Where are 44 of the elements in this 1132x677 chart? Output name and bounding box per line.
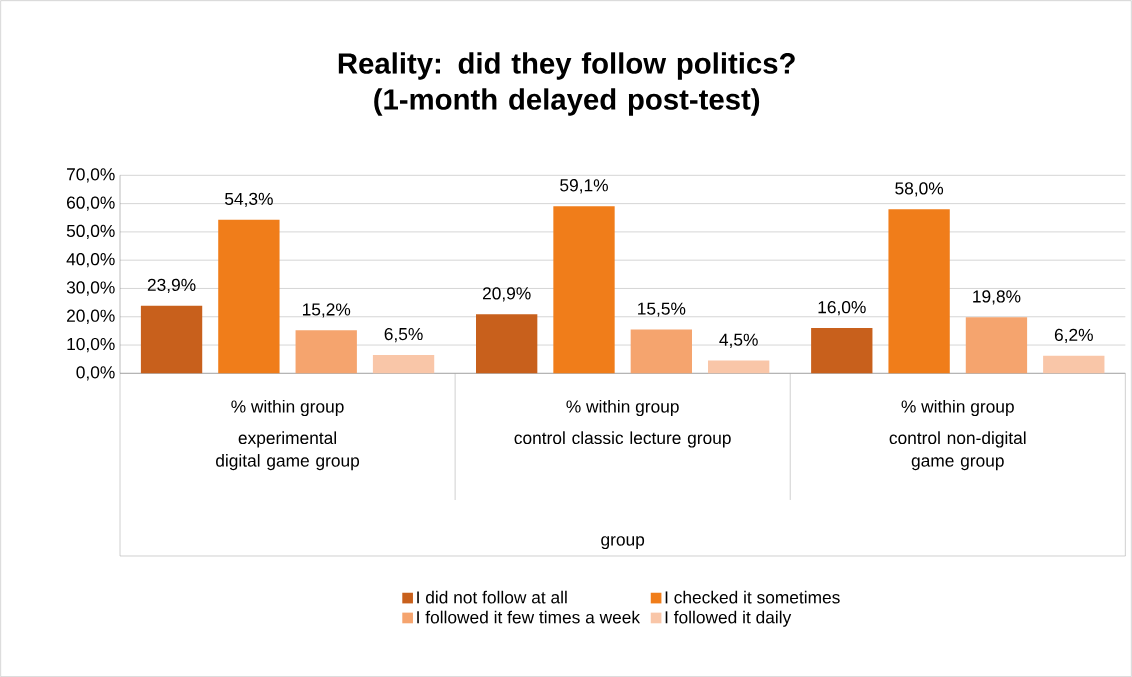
y-tick-label: 60,0% bbox=[67, 196, 115, 211]
y-tick-label: 50,0% bbox=[66, 224, 115, 239]
legend-label: I checked it sometimes bbox=[665, 590, 840, 604]
bar bbox=[965, 317, 1028, 374]
data-label: 19,8% bbox=[973, 290, 1021, 305]
legend-label: I followed it few times a week bbox=[417, 610, 641, 624]
bar bbox=[476, 314, 538, 374]
text: % within group bbox=[901, 399, 1014, 416]
bar bbox=[811, 327, 873, 374]
y-tick-label: 30,0% bbox=[66, 281, 115, 296]
legend-label: I followed it daily bbox=[665, 610, 792, 627]
y-tick-label: 10,0% bbox=[67, 337, 115, 353]
y-tick-label: 70,0% bbox=[67, 168, 115, 183]
x-tick-label: experimental digital game group bbox=[216, 431, 360, 471]
data-label: 23,9% bbox=[147, 278, 196, 293]
text: group bbox=[601, 536, 645, 549]
chart-title: Reality: did they follow politics? (1-month delayed post-test) bbox=[338, 52, 795, 116]
y-tick-label: 40,0% bbox=[66, 252, 115, 268]
bar bbox=[295, 330, 357, 374]
x-tick-label: control non-digital game group bbox=[889, 431, 1026, 471]
text: % within group bbox=[566, 399, 679, 416]
data-label: 59,1% bbox=[560, 178, 608, 194]
legend-label: I did not follow at all bbox=[417, 590, 567, 604]
data-label: 20,9% bbox=[482, 287, 531, 302]
y-tick-label: 20,0% bbox=[67, 309, 115, 324]
data-label: 4,5% bbox=[719, 333, 758, 348]
x-tick-label: control classic lecture group bbox=[514, 431, 731, 448]
bar bbox=[218, 219, 280, 374]
bar bbox=[140, 305, 203, 374]
data-label: 6,2% bbox=[1054, 328, 1093, 343]
bar bbox=[888, 209, 950, 374]
bar bbox=[553, 206, 615, 374]
data-label: 15,2% bbox=[302, 303, 351, 318]
data-label: 15,5% bbox=[638, 302, 686, 317]
text: % within group bbox=[231, 399, 344, 416]
bar bbox=[630, 329, 693, 374]
y-tick-label: 0,0% bbox=[76, 366, 115, 381]
data-label: 58,0% bbox=[895, 182, 944, 197]
data-label: 6,5% bbox=[384, 327, 423, 343]
bar bbox=[708, 360, 770, 374]
bar bbox=[372, 354, 435, 374]
data-label: 16,0% bbox=[818, 300, 866, 316]
bar bbox=[1043, 355, 1105, 374]
data-label: 54,3% bbox=[225, 192, 273, 207]
